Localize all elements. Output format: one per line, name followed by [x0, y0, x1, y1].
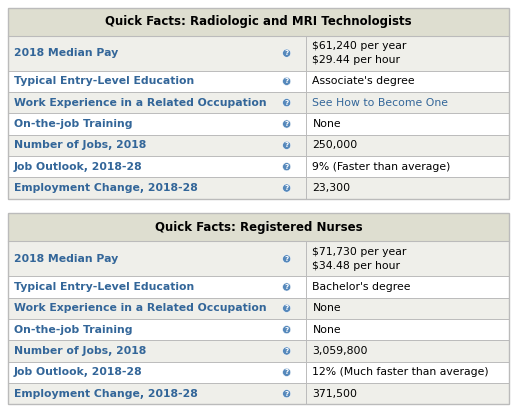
Bar [7, 70, 509, 92]
Text: None: None [312, 303, 341, 313]
Text: Job Outlook, 2018-28: Job Outlook, 2018-28 [14, 162, 142, 172]
Bar [7, 156, 509, 177]
Text: On-the-job Training: On-the-job Training [14, 119, 132, 129]
Text: On-the-job Training: On-the-job Training [14, 325, 132, 335]
Text: Typical Entry-Level Education: Typical Entry-Level Education [14, 76, 194, 86]
Bar [7, 8, 509, 199]
Text: Employment Change, 2018-28: Employment Change, 2018-28 [14, 183, 198, 193]
Text: Work Experience in a Related Occupation: Work Experience in a Related Occupation [14, 98, 267, 108]
Text: 9% (Faster than average): 9% (Faster than average) [312, 162, 451, 172]
Text: Quick Facts: Registered Nurses: Quick Facts: Registered Nurses [155, 221, 362, 234]
Text: Work Experience in a Related Occupation: Work Experience in a Related Occupation [14, 303, 267, 313]
Bar [7, 362, 509, 383]
Text: ?: ? [285, 284, 289, 290]
Text: ?: ? [285, 142, 289, 148]
Text: ?: ? [285, 185, 289, 191]
Bar [7, 276, 509, 297]
Text: ?: ? [285, 391, 289, 397]
Text: None: None [312, 325, 341, 335]
Text: 2018 Median Pay: 2018 Median Pay [14, 48, 118, 58]
Text: ?: ? [285, 256, 289, 262]
Text: ?: ? [285, 327, 289, 332]
Bar [7, 297, 509, 319]
Text: ?: ? [285, 78, 289, 84]
Text: Employment Change, 2018-28: Employment Change, 2018-28 [14, 389, 198, 399]
Text: Job Outlook, 2018-28: Job Outlook, 2018-28 [14, 368, 142, 377]
Text: 2018 Median Pay: 2018 Median Pay [14, 254, 118, 264]
Text: ?: ? [285, 305, 289, 311]
Text: 12% (Much faster than average): 12% (Much faster than average) [312, 368, 489, 377]
Text: $71,730 per year: $71,730 per year [312, 247, 407, 257]
Text: 371,500: 371,500 [312, 389, 357, 399]
Bar [7, 36, 509, 70]
Text: $61,240 per year: $61,240 per year [312, 41, 407, 51]
Text: ?: ? [285, 164, 289, 170]
Bar [7, 241, 509, 276]
Text: $34.48 per hour: $34.48 per hour [312, 261, 400, 271]
Text: Bachelor's degree: Bachelor's degree [312, 282, 411, 292]
Bar [7, 92, 509, 113]
Text: Quick Facts: Radiologic and MRI Technologists: Quick Facts: Radiologic and MRI Technolo… [105, 15, 412, 28]
Text: See How to Become One: See How to Become One [312, 98, 448, 108]
Text: ?: ? [285, 50, 289, 56]
Bar [7, 177, 509, 199]
Bar [7, 8, 509, 36]
Text: ?: ? [285, 348, 289, 354]
Text: Associate's degree: Associate's degree [312, 76, 415, 86]
Text: ?: ? [285, 369, 289, 375]
Bar [7, 113, 509, 135]
Bar [7, 135, 509, 156]
Text: 3,059,800: 3,059,800 [312, 346, 368, 356]
Text: ?: ? [285, 100, 289, 105]
Text: None: None [312, 119, 341, 129]
Text: ?: ? [285, 121, 289, 127]
Text: Number of Jobs, 2018: Number of Jobs, 2018 [14, 346, 146, 356]
Bar [7, 213, 509, 241]
Text: Number of Jobs, 2018: Number of Jobs, 2018 [14, 140, 146, 150]
Bar [7, 340, 509, 362]
Text: $29.44 per hour: $29.44 per hour [312, 55, 400, 65]
Text: 250,000: 250,000 [312, 140, 357, 150]
Text: Typical Entry-Level Education: Typical Entry-Level Education [14, 282, 194, 292]
Bar [7, 319, 509, 340]
Bar [7, 383, 509, 404]
Bar [7, 213, 509, 404]
Text: 23,300: 23,300 [312, 183, 350, 193]
